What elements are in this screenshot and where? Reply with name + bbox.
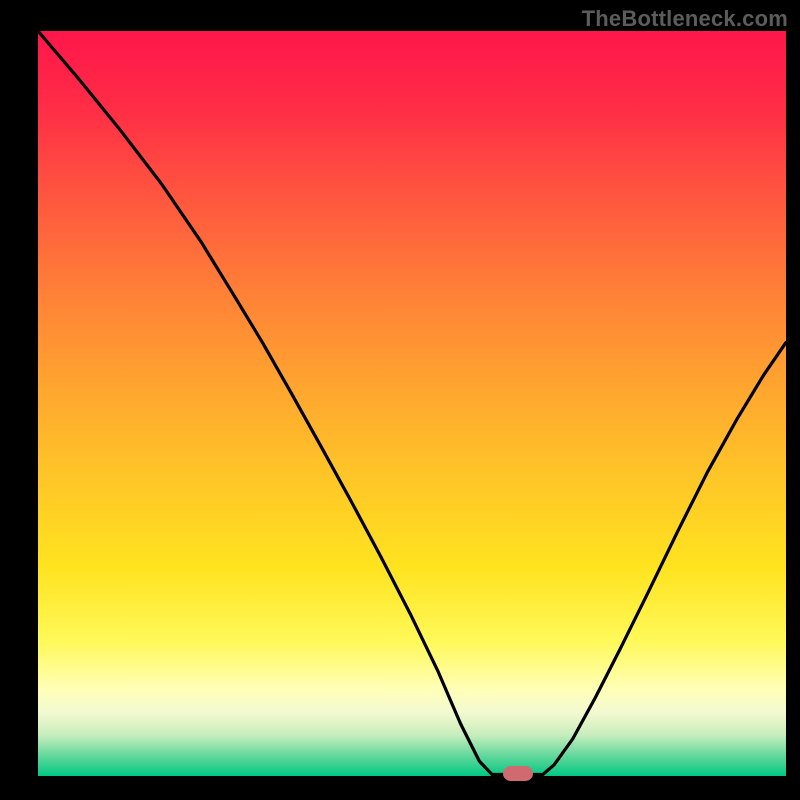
plot-area (38, 31, 786, 776)
bottleneck-curve (38, 31, 786, 776)
optimal-marker-icon (503, 766, 533, 781)
chart-frame: TheBottleneck.com (0, 0, 800, 800)
watermark-text: TheBottleneck.com (582, 6, 788, 32)
curve-path (38, 31, 786, 775)
